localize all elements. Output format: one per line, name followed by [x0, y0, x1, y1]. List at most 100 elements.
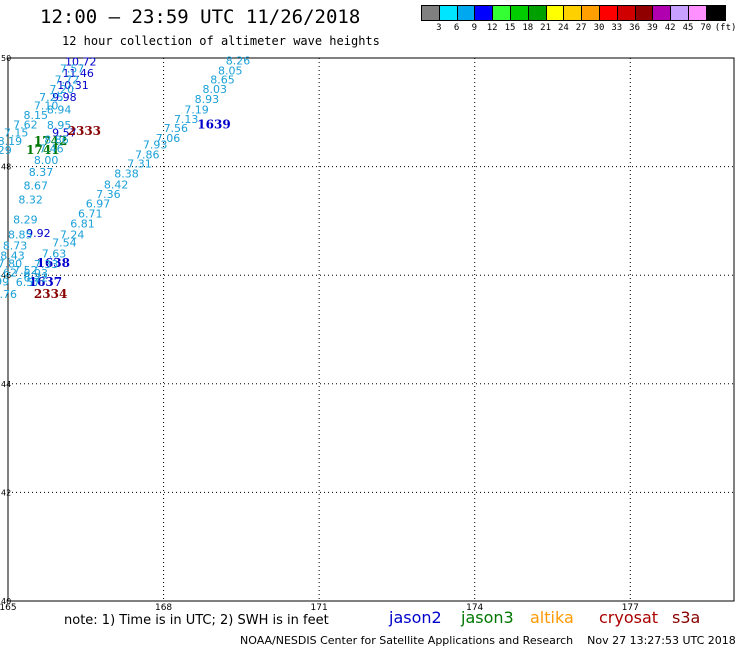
colorbar-cell — [528, 6, 547, 20]
colorbar-labels: 3 6 9 12 15 18 21 24 27 30 33 36 39 42 45 70 (ft) — [421, 23, 740, 35]
x-tick-label: 177 — [622, 603, 639, 613]
pass-time-label: 1741 — [26, 143, 59, 157]
wave-height-label: 8.29 — [13, 214, 38, 227]
colorbar-label: 33 — [611, 23, 623, 33]
colorbar-label: 39 — [646, 23, 658, 33]
wave-height-label: 8.00 — [34, 154, 59, 167]
wave-height-label: 10.72 — [65, 56, 97, 69]
colorbar-cell — [635, 6, 654, 20]
swh-colorbar — [421, 5, 726, 21]
wave-height-label: 8.26 — [226, 55, 251, 68]
y-tick-label: 46 — [1, 271, 11, 280]
plot-frame — [7, 57, 735, 602]
wave-height-label: 8.38 — [114, 167, 139, 180]
wave-height-label: 8.19 — [0, 135, 22, 148]
wave-height-label: 7.33 — [34, 258, 59, 271]
wave-height-label: 7.25 — [39, 91, 64, 104]
wave-height-label: 7.20 — [49, 83, 74, 96]
colorbar-cell — [457, 6, 476, 20]
colorbar-label: 24 — [557, 23, 569, 33]
colorbar-cell — [439, 6, 458, 20]
colorbar-label: 18 — [522, 23, 534, 33]
mission-s3a: s3a — [672, 608, 701, 627]
wave-height-label: 6.93 — [24, 267, 49, 280]
colorbar-label: 30 — [593, 23, 605, 33]
colorbar-cell — [599, 6, 618, 20]
wave-height-label: 7.86 — [135, 148, 160, 161]
colorbar-cell — [510, 6, 529, 20]
wave-height-label: 9.98 — [52, 91, 76, 104]
wave-height-label: 7.72 — [55, 74, 80, 87]
colorbar-label: 21 — [540, 23, 552, 33]
wave-height-label: 8.42 — [104, 178, 129, 191]
pass-time-label: 2334 — [34, 287, 67, 301]
colorbar-cell — [617, 6, 636, 20]
wave-height-label: 8.86 — [44, 133, 69, 146]
x-tick-label: 171 — [311, 603, 328, 613]
wave-height-label: 7.62 — [0, 266, 17, 279]
wave-height-label: 6.71 — [78, 208, 103, 221]
y-tick-label: 44 — [1, 380, 11, 389]
colorbar-label: 27 — [575, 23, 587, 33]
wave-height-label: 7.54 — [52, 236, 76, 249]
y-tick-label: 40 — [1, 597, 11, 606]
wave-height-label: 6.22 — [24, 272, 49, 285]
wave-height-label: 7.19 — [184, 103, 209, 116]
colorbar-label: 45 — [682, 23, 694, 33]
colorbar-label: 70 — [700, 23, 712, 33]
wave-height-label: 7.24 — [60, 228, 85, 241]
x-tick-label: 168 — [155, 603, 172, 613]
y-tick-label: 50 — [1, 54, 11, 63]
wave-height-label: 8.95 — [47, 119, 71, 132]
wave-height-label: 7.57 — [60, 63, 85, 76]
wave-height-label: 8.37 — [29, 166, 54, 179]
colorbar-label: 6 — [453, 23, 460, 33]
mission-jason3: jason3 — [461, 608, 514, 627]
colorbar-cell — [493, 6, 511, 20]
colorbar-label: 3 — [436, 23, 442, 33]
colorbar-cell — [564, 6, 583, 20]
y-tick-label: 42 — [1, 488, 11, 497]
wave-height-label: 8.43 — [0, 249, 25, 262]
pass-time-label: 1639 — [197, 118, 230, 132]
wave-height-label: 7.31 — [127, 158, 151, 171]
wave-height-label: 6.99 — [0, 276, 9, 289]
pass-time-label: 1638 — [37, 256, 70, 270]
wave-height-label: 7.15 — [4, 127, 29, 140]
colorbar-cell — [653, 6, 672, 20]
wave-height-label: 11.46 — [62, 67, 93, 80]
colorbar-cell — [475, 6, 494, 20]
mission-cryosat: cryosat — [599, 608, 659, 627]
wave-height-label: 9.57 — [52, 127, 76, 140]
colorbar-cell — [706, 6, 725, 20]
wave-height-label: 7.93 — [143, 139, 168, 152]
pass-time-label: 1742 — [34, 134, 67, 148]
footer-credit: NOAA/NESDIS Center for Satellite Applica… — [240, 634, 736, 647]
note-text: note: 1) Time is in UTC; 2) SWH is in fe… — [64, 613, 329, 628]
pass-time-label: 2333 — [68, 124, 101, 138]
wave-height-label: 8.05 — [218, 64, 243, 77]
y-tick-label: 48 — [1, 163, 11, 172]
colorbar-cell — [688, 6, 707, 20]
wave-height-label: 10.31 — [57, 79, 88, 92]
colorbar-label: 36 — [629, 23, 641, 33]
wave-height-label: 7.46 — [39, 142, 64, 155]
wave-height-label: 6.81 — [70, 217, 95, 230]
colorbar-label: 42 — [664, 23, 676, 33]
colorbar-cell — [546, 6, 565, 20]
x-tick-label: 165 — [0, 603, 17, 613]
colorbar-cell — [422, 6, 440, 20]
x-tick-label: 174 — [466, 603, 483, 613]
wave-height-label: 6.97 — [86, 197, 111, 210]
wave-height-label: 8.29 — [0, 144, 12, 157]
wave-height-label: 7.06 — [156, 132, 181, 145]
wave-height-label: 7.80 — [0, 258, 22, 271]
mission-altika: altika — [530, 608, 574, 627]
wave-height-label: 8.76 — [0, 288, 17, 301]
wave-height-label: 8.93 — [195, 93, 220, 106]
wave-height-label: 7.56 — [164, 122, 189, 135]
wave-height-label: 8.03 — [202, 83, 227, 96]
colorbar-cell — [582, 6, 600, 20]
colorbar-label: 15 — [504, 23, 516, 33]
